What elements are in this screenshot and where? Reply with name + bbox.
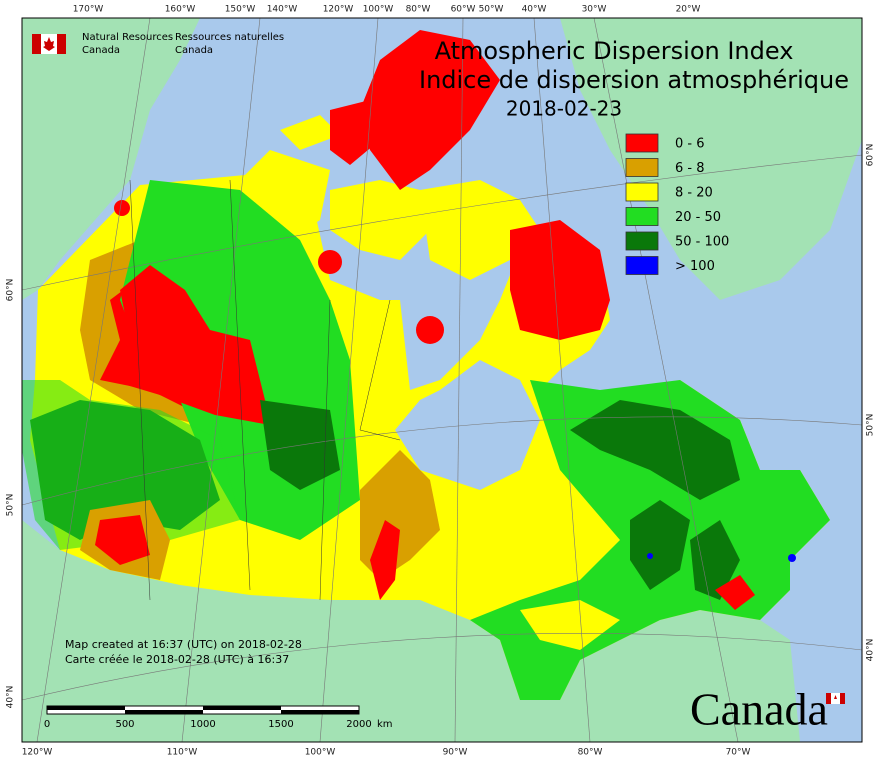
region-50-100 <box>690 520 740 600</box>
region-50-100 <box>570 400 740 500</box>
region-over-100 <box>647 553 653 559</box>
graticule-label: 160°W <box>165 5 196 15</box>
graticule-label: 50°N <box>866 414 876 437</box>
region-0-6 <box>114 200 130 216</box>
title: Atmospheric Dispersion Index <box>435 37 794 65</box>
scale-bar: 0 500 1000 1500 2000 km <box>44 705 393 730</box>
land <box>22 18 200 300</box>
graticule-label: 90°W <box>443 748 468 758</box>
legend-label: 8 - 20 <box>675 186 713 201</box>
graticule-label: 80°W <box>578 748 603 758</box>
region-50-100 <box>630 500 690 590</box>
graticule-label: 50°N <box>6 494 16 517</box>
graticule-label: 20°W <box>676 5 701 15</box>
region-0-6 <box>318 250 342 274</box>
nrcan-logo <box>32 34 66 54</box>
wordmark: Canada <box>690 684 828 735</box>
graticule-label: 120°W <box>323 5 354 15</box>
graticule-label: 50°W <box>479 5 504 15</box>
scale-label: 500 <box>115 719 134 730</box>
legend-label: > 100 <box>675 259 715 274</box>
graticule-label: 60°N <box>6 279 16 302</box>
graticule-label: 100°W <box>305 748 336 758</box>
graticule-label: 150°W <box>225 5 256 15</box>
island <box>280 115 340 150</box>
legend-swatch <box>625 158 659 177</box>
borders <box>129 179 401 601</box>
graticule-label: 60°N <box>866 144 876 167</box>
land <box>560 18 862 300</box>
graticule-label: 120°W <box>22 748 53 758</box>
date: 2018-02-23 <box>506 97 622 121</box>
graticule-label: 70°W <box>726 748 751 758</box>
legend-label: 0 - 6 <box>675 137 705 152</box>
credit: Map created at 16:37 (UTC) on 2018-02-28 <box>65 638 302 651</box>
legend: 0 - 6 6 - 8 8 - 20 20 - 50 50 - 100 > 100 <box>625 133 729 275</box>
legend-label: 6 - 8 <box>675 161 705 176</box>
legend-swatch <box>625 133 659 153</box>
region-0-6 <box>370 520 400 600</box>
graticule-label: 40°N <box>6 686 16 709</box>
scale-label: 2000 <box>346 719 371 730</box>
logo-text: Canada <box>175 45 213 56</box>
region-over-100 <box>788 554 796 562</box>
graticule-label: 40°W <box>522 5 547 15</box>
graticule-label: 40°N <box>866 639 876 662</box>
legend-label: 20 - 50 <box>675 210 721 225</box>
region-0-6 <box>95 515 150 565</box>
land <box>22 520 800 742</box>
scale-label: 1000 <box>190 719 215 730</box>
graticule-label: 80°W <box>406 5 431 15</box>
basemap <box>22 18 862 742</box>
region-0-6 <box>416 316 444 344</box>
island <box>330 180 440 260</box>
frame <box>21 17 863 743</box>
region-8-20 <box>520 600 620 650</box>
logo-text: Canada <box>82 45 120 56</box>
legend-swatch <box>625 231 659 251</box>
region-20-50 <box>22 380 240 550</box>
region-0-6 <box>110 265 270 425</box>
credit: Carte créée le 2018-02-28 (UTC) à 16:37 <box>65 653 289 666</box>
graticule-label: 60°W <box>451 5 476 15</box>
graticule-label: 170°W <box>73 5 104 15</box>
legend-swatch <box>625 207 659 226</box>
region-0-6 <box>510 220 610 340</box>
wordmark-flag <box>826 693 845 704</box>
graticule <box>22 18 862 742</box>
graticule-labels: 170°W 160°W 150°W 140°W 120°W 100°W 80°W 60°W 50… <box>6 5 876 758</box>
graticule-label: 100°W <box>363 5 394 15</box>
legend-label: 50 - 100 <box>675 235 729 250</box>
title: Indice de dispersion atmosphérique <box>419 66 849 94</box>
logo-text: Natural Resources <box>82 32 173 43</box>
legend-swatch <box>625 256 659 275</box>
region-0-6 <box>715 575 755 610</box>
graticule-label: 140°W <box>267 5 298 15</box>
graticule-label: 30°W <box>582 5 607 15</box>
legend-swatch <box>625 182 659 202</box>
graticule-label: 110°W <box>167 748 198 758</box>
scale-label: 1500 <box>268 719 293 730</box>
scale-unit: km <box>377 719 393 730</box>
scale-label: 0 <box>44 719 50 730</box>
region-0-6 <box>360 30 500 190</box>
logo-text: Ressources naturelles <box>175 32 284 43</box>
